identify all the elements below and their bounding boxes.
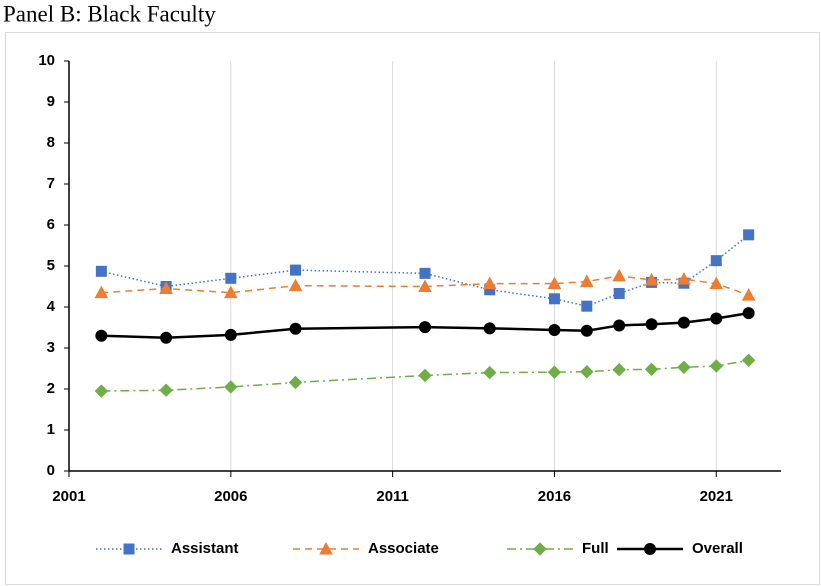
data-point (94, 384, 109, 398)
data-point (419, 321, 431, 334)
data-point (418, 368, 432, 383)
data-point (159, 383, 173, 397)
data-point (580, 324, 593, 337)
y-tick-label: 10 (38, 52, 55, 69)
y-tick-label: 0 (47, 462, 55, 479)
data-point (677, 316, 690, 329)
data-point (160, 331, 173, 344)
chart-title: Panel B: Black Faculty (3, 1, 216, 26)
data-point (743, 229, 755, 241)
data-point (741, 288, 756, 301)
y-tick-label: 2 (47, 380, 55, 397)
y-tick-label: 9 (47, 93, 55, 110)
data-point (709, 359, 723, 373)
legend-label: Overall (692, 540, 743, 557)
data-point (224, 380, 238, 394)
y-tick-label: 5 (47, 257, 55, 274)
data-point (710, 255, 722, 267)
data-point (159, 281, 173, 295)
data-point (612, 268, 627, 282)
data-point (95, 329, 108, 342)
data-point (548, 323, 561, 336)
data-point (548, 293, 560, 305)
x-tick-label: 2006 (214, 488, 247, 505)
data-point (645, 318, 658, 331)
y-tick-label: 3 (47, 339, 55, 356)
data-point (677, 360, 691, 374)
legend-label: Assistant (171, 540, 239, 557)
data-point (709, 276, 724, 290)
y-tick-label: 8 (47, 134, 55, 151)
data-point (741, 353, 756, 368)
data-point (290, 264, 302, 276)
y-tick-label: 6 (47, 216, 55, 233)
legend-marker (533, 542, 547, 556)
data-point (483, 365, 497, 380)
legend-marker (319, 541, 333, 555)
data-point (547, 365, 562, 379)
data-point (547, 276, 562, 290)
data-point (225, 272, 237, 284)
data-point (579, 274, 594, 288)
data-point (612, 363, 626, 377)
data-point (644, 272, 659, 286)
data-point (482, 276, 497, 290)
data-point (710, 312, 723, 325)
data-point (613, 287, 625, 299)
y-tick-label: 4 (47, 298, 56, 315)
y-tick-label: 7 (47, 175, 55, 192)
x-tick-label: 2021 (700, 488, 733, 505)
data-point (644, 362, 659, 377)
data-point (581, 300, 593, 312)
data-point (580, 365, 594, 379)
data-point (418, 279, 432, 292)
data-point (95, 265, 107, 277)
legend-label: Associate (368, 540, 439, 557)
data-point (288, 375, 303, 390)
chart-frame (5, 32, 820, 585)
data-point (288, 278, 303, 292)
legend-marker (123, 543, 135, 555)
data-point (742, 307, 755, 320)
legend-marker (644, 543, 656, 555)
x-tick-label: 2001 (52, 488, 85, 505)
y-tick-label: 1 (47, 421, 55, 438)
data-point (419, 267, 431, 279)
data-point (613, 319, 626, 332)
data-point (94, 285, 109, 299)
data-point (483, 322, 496, 335)
x-tick-label: 2016 (538, 488, 571, 505)
data-point (289, 322, 302, 335)
data-point (223, 285, 238, 299)
x-tick-label: 2011 (376, 488, 409, 505)
data-point (677, 272, 691, 285)
data-point (224, 328, 237, 341)
legend-label: Full (582, 540, 609, 557)
